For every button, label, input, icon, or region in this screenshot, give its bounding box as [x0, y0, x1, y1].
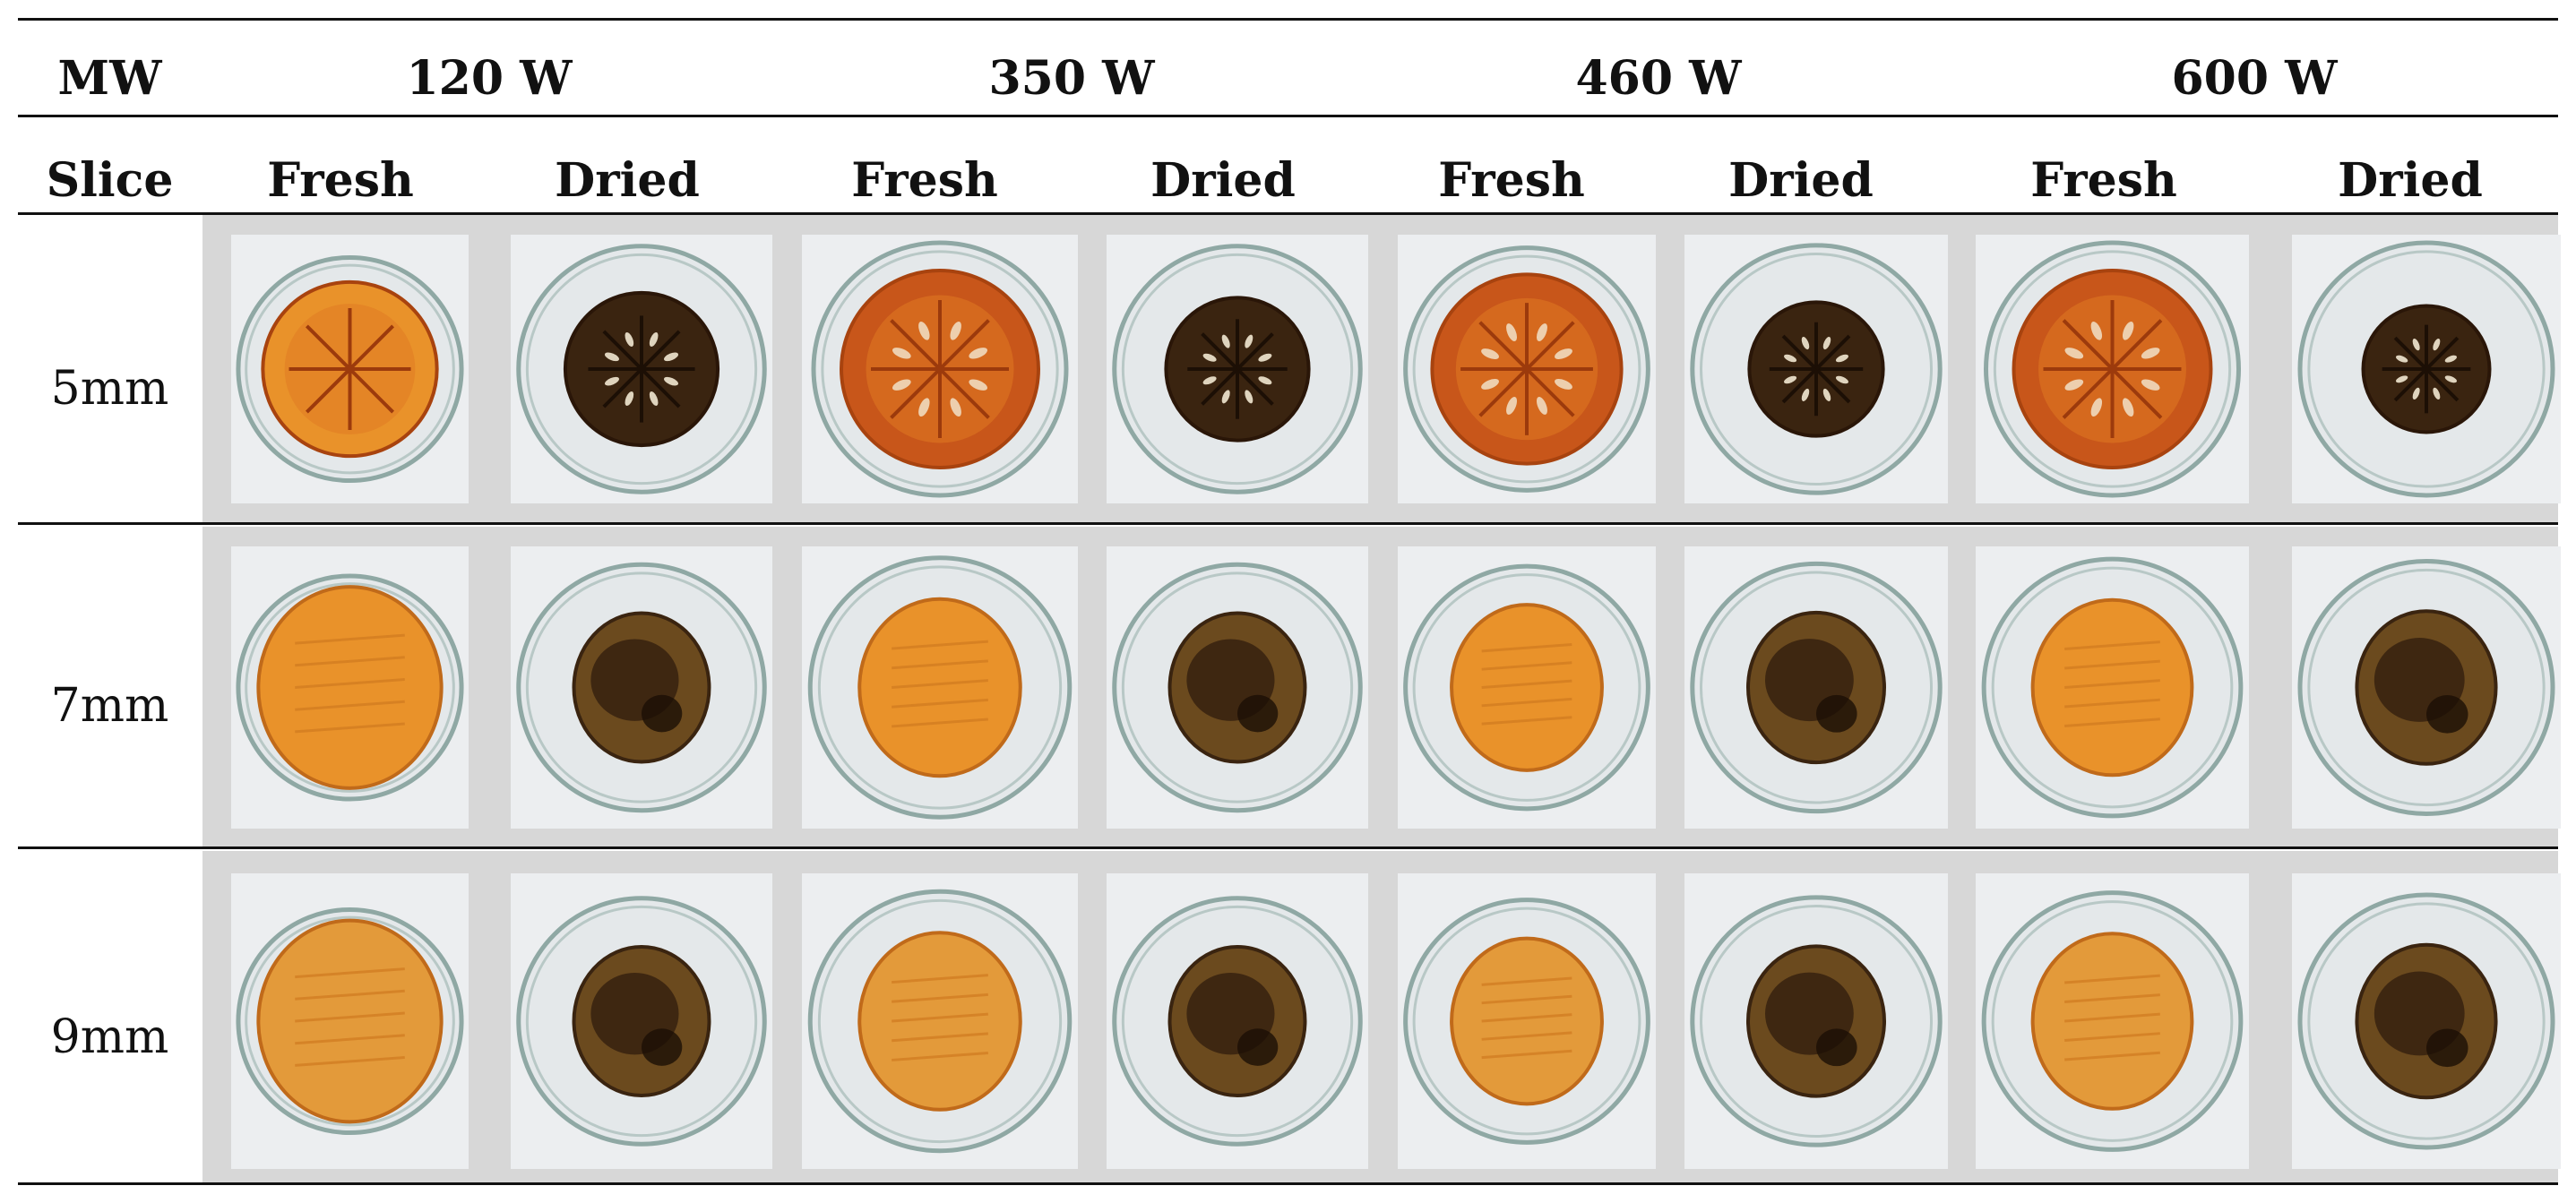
petri-dish-image: [511, 873, 772, 1169]
petri-dish-image: [1684, 873, 1948, 1169]
sample-photo-7mm-7: [1976, 546, 2249, 829]
petri-dish-image: [1684, 235, 1948, 503]
sample-photo-7mm-5: [1398, 546, 1656, 829]
row-rule-2: [18, 846, 2558, 849]
power-header-460: 460 W: [1575, 51, 1742, 106]
petri-dish-image: [1976, 235, 2249, 503]
sample-photo-5mm-3: [802, 235, 1078, 503]
slice-label: Slice: [46, 153, 174, 208]
row-label-7mm: 7mm: [50, 679, 169, 733]
sample-photo-9mm-7: [1976, 873, 2249, 1169]
power-header-600: 600 W: [2171, 51, 2338, 106]
sample-photo-9mm-8: [2292, 873, 2561, 1169]
subheader-rule: [18, 212, 2558, 215]
petri-dish-image: [1398, 235, 1656, 503]
state-header-1: Fresh: [267, 153, 414, 208]
petri-dish-image: [511, 235, 772, 503]
bottom-rule: [18, 1182, 2558, 1185]
petri-dish-image: [1107, 546, 1368, 829]
sample-photo-5mm-5: [1398, 235, 1656, 503]
sample-photo-7mm-6: [1684, 546, 1948, 829]
top-rule: [18, 18, 2558, 21]
petri-dish-image: [1976, 873, 2249, 1169]
state-header-6: Dried: [1728, 153, 1874, 208]
sample-photo-9mm-1: [231, 873, 469, 1169]
sample-photo-5mm-8: [2292, 235, 2561, 503]
petri-dish-image: [2292, 873, 2561, 1169]
petri-dish-image: [802, 873, 1078, 1169]
sample-photo-5mm-7: [1976, 235, 2249, 503]
sample-photo-9mm-6: [1684, 873, 1948, 1169]
sample-photo-7mm-3: [802, 546, 1078, 829]
petri-dish-image: [1398, 546, 1656, 829]
petri-dish-image: [2292, 235, 2561, 503]
petri-dish-image: [802, 235, 1078, 503]
petri-dish-image: [1976, 546, 2249, 829]
petri-dish-image: [1107, 873, 1368, 1169]
petri-dish-image: [511, 546, 772, 829]
power-header-120: 120 W: [406, 51, 573, 106]
sample-photo-5mm-4: [1107, 235, 1368, 503]
petri-dish-image: [802, 546, 1078, 829]
sample-photo-7mm-8: [2292, 546, 2561, 829]
sample-photo-7mm-2: [511, 546, 772, 829]
sample-photo-9mm-2: [511, 873, 772, 1169]
state-header-2: Dried: [555, 153, 700, 208]
sample-photo-9mm-3: [802, 873, 1078, 1169]
state-header-5: Fresh: [1438, 153, 1585, 208]
state-header-3: Fresh: [851, 153, 998, 208]
petri-dish-image: [231, 235, 469, 503]
sample-photo-5mm-2: [511, 235, 772, 503]
mw-label: MW: [57, 51, 162, 106]
header-rule: [18, 115, 2558, 117]
petri-dish-image: [1684, 546, 1948, 829]
sample-photo-5mm-6: [1684, 235, 1948, 503]
sample-photo-7mm-1: [231, 546, 469, 829]
sample-photo-7mm-4: [1107, 546, 1368, 829]
petri-dish-image: [1398, 873, 1656, 1169]
sample-photo-5mm-1: [231, 235, 469, 503]
petri-dish-image: [231, 546, 469, 829]
power-header-350: 350 W: [988, 51, 1155, 106]
petri-dish-image: [1107, 235, 1368, 503]
row-label-5mm: 5mm: [50, 362, 169, 416]
row-label-9mm: 9mm: [50, 1010, 169, 1064]
state-header-8: Dried: [2338, 153, 2483, 208]
petri-dish-image: [231, 873, 469, 1169]
sample-photo-9mm-4: [1107, 873, 1368, 1169]
row-rule-1: [18, 522, 2558, 525]
petri-dish-image: [2292, 546, 2561, 829]
state-header-7: Fresh: [2030, 153, 2177, 208]
state-header-4: Dried: [1150, 153, 1296, 208]
sample-photo-9mm-5: [1398, 873, 1656, 1169]
